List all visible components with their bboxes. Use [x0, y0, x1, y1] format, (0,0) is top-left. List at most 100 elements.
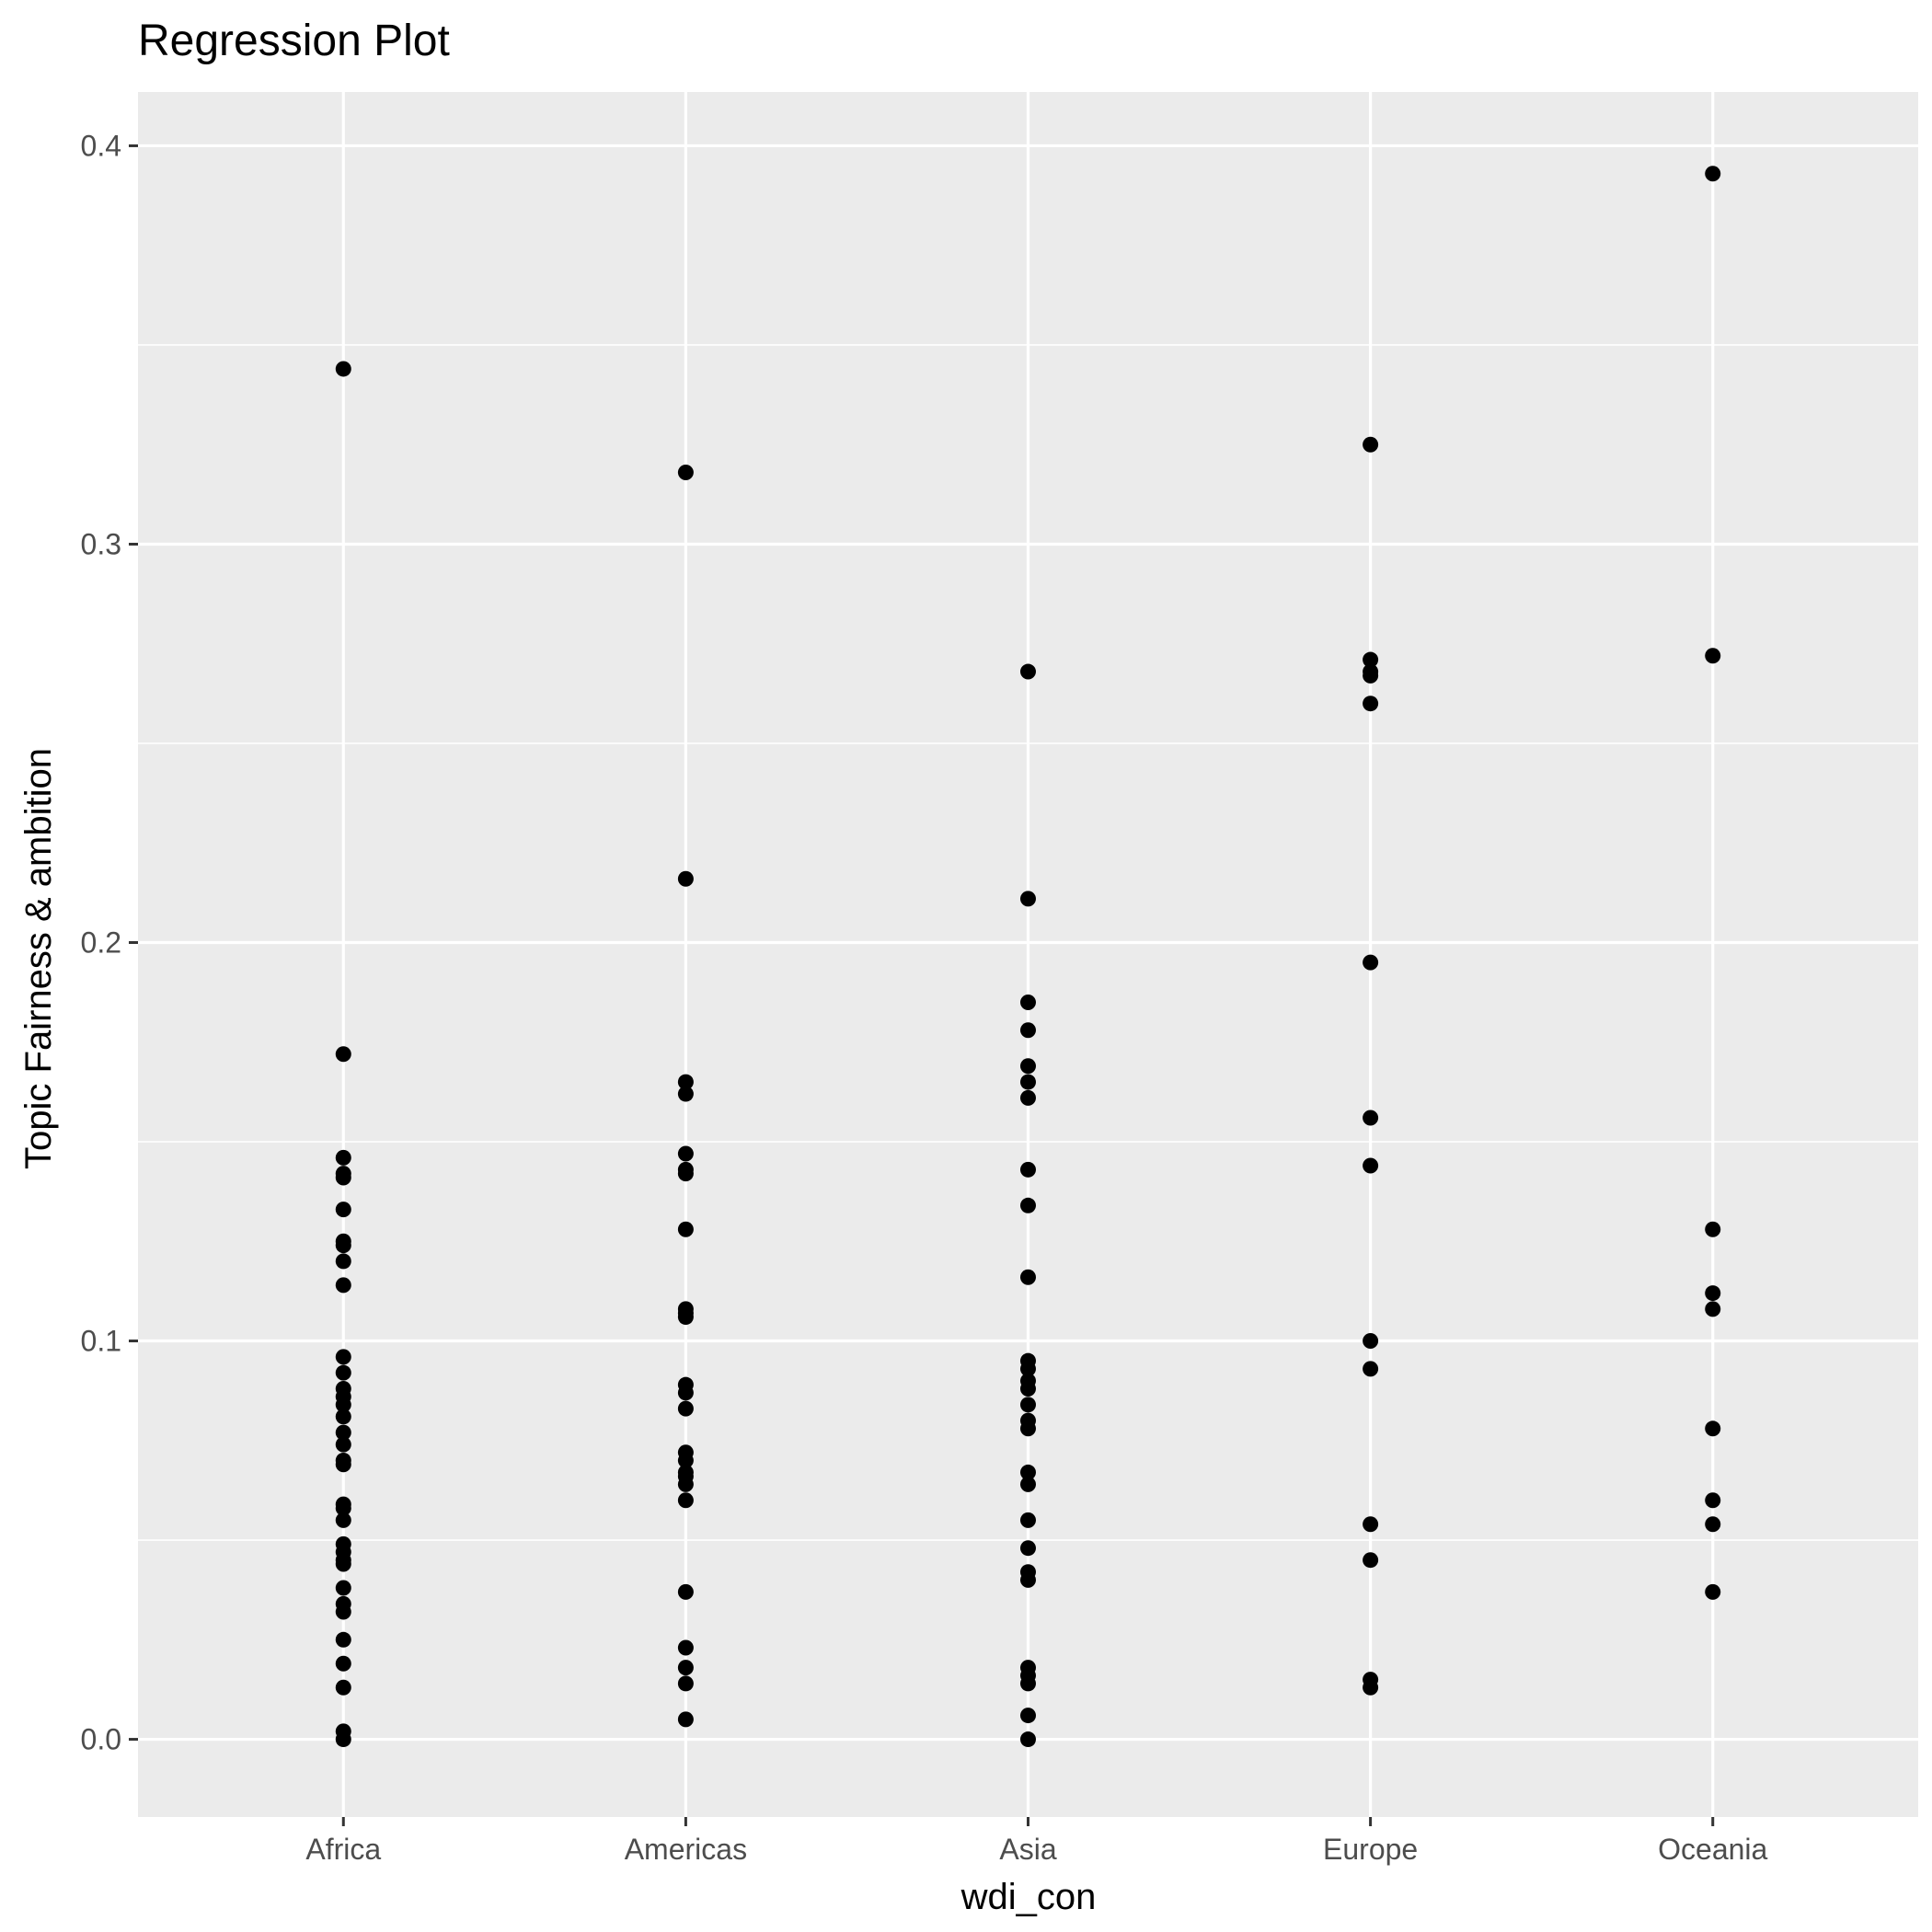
data-point: [335, 1631, 351, 1648]
data-point: [1363, 1157, 1379, 1174]
data-point: [1363, 954, 1379, 971]
y-tick-label: 0.2: [81, 926, 121, 960]
data-point: [1020, 994, 1036, 1010]
data-point: [1020, 1361, 1036, 1377]
data-point: [1020, 1731, 1036, 1748]
data-point: [1363, 1361, 1379, 1377]
data-point: [1020, 1197, 1036, 1213]
data-point: [1705, 1285, 1721, 1302]
data-point: [677, 1452, 694, 1468]
data-point: [677, 1476, 694, 1492]
x-tick-label: Asia: [999, 1833, 1056, 1866]
data-point: [1020, 1571, 1036, 1588]
data-point: [335, 1277, 351, 1294]
data-points: [335, 166, 1721, 1748]
data-point: [677, 1166, 694, 1182]
data-point: [1363, 696, 1379, 712]
x-axis: Africa Americas Asia Europe Oceania: [305, 1817, 1768, 1866]
data-point: [677, 1639, 694, 1656]
data-point: [335, 1046, 351, 1063]
data-point: [335, 1556, 351, 1572]
data-point: [1363, 1333, 1379, 1350]
data-point: [1363, 436, 1379, 453]
data-point: [1020, 1058, 1036, 1075]
data-point: [1363, 1516, 1379, 1533]
data-point: [335, 1512, 351, 1528]
data-point: [335, 1456, 351, 1473]
data-point: [677, 1492, 694, 1509]
data-point: [1020, 891, 1036, 907]
data-point: [1363, 651, 1379, 668]
data-point: [1705, 166, 1721, 182]
data-point: [1705, 1420, 1721, 1437]
major-gridlines: [138, 92, 1918, 1817]
data-point: [1705, 1583, 1721, 1600]
data-point: [677, 1400, 694, 1417]
data-point: [677, 1086, 694, 1102]
data-point: [1020, 1089, 1036, 1106]
data-point: [1020, 1074, 1036, 1090]
data-point: [335, 1436, 351, 1453]
y-tick-label: 0.1: [81, 1325, 121, 1358]
data-point: [1705, 1221, 1721, 1237]
data-point: [1705, 1301, 1721, 1317]
data-point: [335, 1364, 351, 1381]
data-point: [335, 1500, 351, 1516]
y-axis: 0.0 0.1 0.2 0.3 0.4: [81, 129, 138, 1756]
data-point: [677, 870, 694, 887]
data-point: [1020, 1022, 1036, 1039]
data-point: [1020, 1476, 1036, 1492]
data-point: [677, 465, 694, 481]
x-tick-label: Europe: [1323, 1833, 1418, 1866]
x-axis-title: wdi_con: [960, 1877, 1097, 1917]
data-point: [335, 1202, 351, 1218]
data-point: [677, 1309, 694, 1326]
data-point: [335, 1149, 351, 1166]
data-point: [335, 1253, 351, 1270]
data-point: [1020, 1161, 1036, 1178]
data-point: [335, 361, 351, 377]
data-point: [1020, 1380, 1036, 1397]
data-point: [1020, 1708, 1036, 1724]
data-point: [1020, 663, 1036, 680]
data-point: [1020, 1675, 1036, 1692]
data-point: [1020, 1269, 1036, 1285]
data-point: [1020, 1540, 1036, 1557]
data-point: [1363, 1110, 1379, 1126]
x-tick-label: Americas: [625, 1833, 747, 1866]
chart-title: Regression Plot: [138, 17, 450, 65]
data-point: [1020, 1420, 1036, 1437]
data-point: [335, 1655, 351, 1672]
data-point: [1363, 1552, 1379, 1569]
data-point: [1363, 667, 1379, 684]
data-point: [677, 1074, 694, 1090]
data-point: [335, 1409, 351, 1425]
data-point: [1705, 1516, 1721, 1533]
y-tick-label: 0.4: [81, 129, 121, 162]
data-point: [335, 1731, 351, 1748]
data-point: [677, 1583, 694, 1600]
x-tick-label: Oceania: [1658, 1833, 1767, 1866]
data-point: [335, 1397, 351, 1413]
data-point: [335, 1604, 351, 1620]
data-point: [1020, 1512, 1036, 1528]
data-point: [677, 1675, 694, 1692]
data-point: [335, 1424, 351, 1441]
data-point: [335, 1349, 351, 1365]
data-point: [335, 1169, 351, 1186]
data-point: [1363, 1679, 1379, 1696]
data-point: [1020, 1464, 1036, 1480]
data-point: [1705, 1492, 1721, 1509]
data-point: [1020, 1397, 1036, 1413]
data-point: [677, 1385, 694, 1401]
y-tick-label: 0.3: [81, 527, 121, 560]
y-axis-title: Topic Fairness & ambition: [18, 748, 59, 1169]
data-point: [1705, 648, 1721, 664]
data-point: [677, 1660, 694, 1676]
x-tick-label: Africa: [305, 1833, 381, 1866]
data-point: [335, 1679, 351, 1696]
data-point: [677, 1221, 694, 1237]
data-point: [335, 1237, 351, 1254]
data-point: [677, 1711, 694, 1728]
